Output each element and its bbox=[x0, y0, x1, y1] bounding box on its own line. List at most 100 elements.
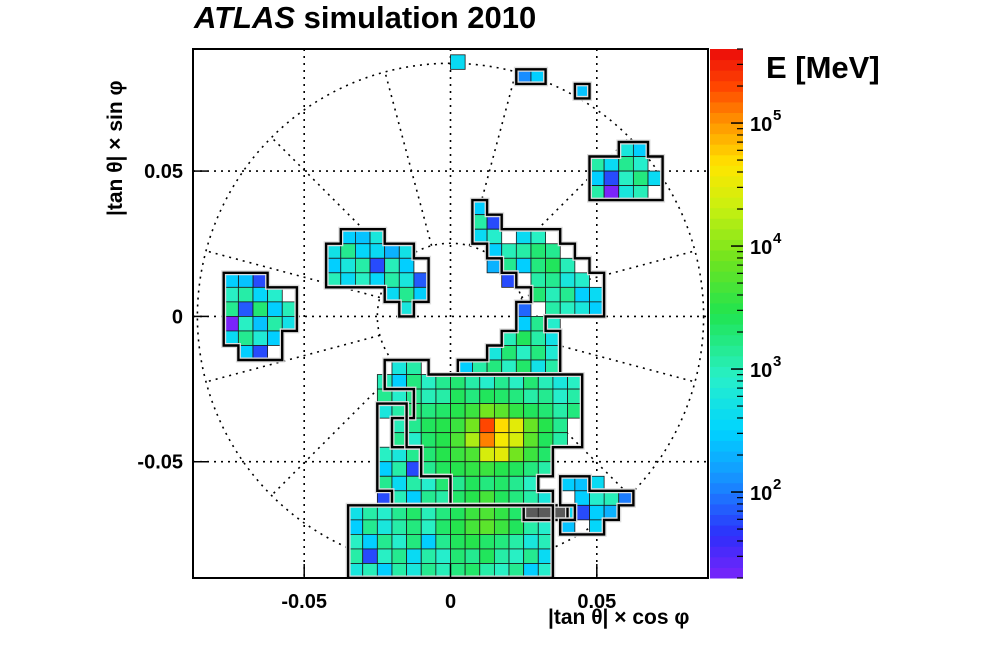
guide-spoke bbox=[384, 71, 433, 246]
color-scale-segment bbox=[710, 144, 743, 156]
color-scale-segment bbox=[710, 250, 743, 262]
x-axis-label: |tan θ| × cos φ bbox=[548, 606, 690, 629]
color-scale-segment bbox=[710, 525, 743, 537]
energy-cell bbox=[252, 330, 269, 346]
cluster-outline bbox=[376, 402, 452, 507]
energy-cell bbox=[537, 403, 554, 419]
energy-cell bbox=[479, 388, 495, 405]
color-scale-segment bbox=[710, 535, 743, 547]
energy-cell bbox=[391, 548, 408, 564]
energy-cell bbox=[435, 417, 451, 434]
energy-cell bbox=[237, 316, 254, 332]
color-scale-segment bbox=[710, 546, 743, 558]
y-tick-label: 0.05 bbox=[144, 161, 183, 183]
energy-cell bbox=[479, 461, 495, 477]
z-tick-label: 10 bbox=[750, 237, 772, 259]
energy-cell bbox=[376, 519, 393, 535]
z-tick-label: 10 bbox=[750, 360, 772, 382]
energy-cell bbox=[493, 461, 510, 477]
energy-cell bbox=[384, 257, 400, 274]
energy-cell bbox=[450, 548, 466, 564]
energy-cell bbox=[398, 272, 415, 288]
energy-cell bbox=[435, 403, 451, 419]
energy-cell bbox=[267, 301, 283, 317]
energy-cell bbox=[464, 519, 481, 535]
z-tick-exponent: 4 bbox=[773, 230, 782, 247]
color-scale-segment bbox=[710, 493, 743, 505]
energy-cell bbox=[362, 519, 378, 535]
color-scale-segment bbox=[710, 123, 743, 135]
color-scale-segment bbox=[710, 91, 743, 103]
energy-cell bbox=[420, 534, 437, 550]
energy-cell bbox=[369, 257, 386, 274]
color-scale-segment bbox=[710, 154, 743, 166]
energy-cell bbox=[391, 534, 408, 550]
energy-cell bbox=[420, 403, 437, 419]
cluster-outline bbox=[222, 271, 299, 362]
energy-cell bbox=[523, 403, 539, 419]
energy-cell bbox=[464, 461, 481, 477]
z-tick-label: 10 bbox=[750, 114, 772, 136]
energy-cell bbox=[479, 475, 495, 492]
energy-cell bbox=[508, 461, 525, 477]
color-scale-segment bbox=[710, 218, 743, 230]
energy-cell bbox=[450, 388, 466, 405]
color-scale-segment bbox=[710, 313, 743, 325]
color-scale-segment bbox=[710, 429, 743, 441]
guide-ring bbox=[196, 62, 705, 571]
z-tick-exponent: 3 bbox=[773, 353, 781, 370]
energy-cell bbox=[450, 446, 466, 463]
color-scale-segment bbox=[710, 334, 743, 346]
energy-cell bbox=[515, 345, 532, 361]
energy-cell bbox=[559, 286, 576, 303]
color-scale-segment bbox=[710, 387, 743, 399]
energy-cell bbox=[420, 388, 437, 405]
energy-cell bbox=[435, 519, 451, 535]
x-axis-ticks: -0.05 0 0.05 bbox=[281, 564, 616, 613]
energy-cell bbox=[508, 432, 525, 448]
color-scale-segment bbox=[710, 472, 743, 484]
energy-cell bbox=[530, 257, 546, 274]
energy-cell bbox=[523, 417, 539, 434]
y-axis-ticks: 0.05 0 -0.05 bbox=[137, 161, 207, 474]
energy-cell bbox=[523, 534, 539, 550]
color-scale-segment bbox=[710, 440, 743, 452]
z-tick-exponent: 2 bbox=[773, 476, 781, 493]
color-scale-segment bbox=[710, 345, 743, 357]
energy-cell bbox=[515, 243, 532, 259]
energy-cell bbox=[362, 548, 378, 564]
color-scale-segment bbox=[710, 567, 743, 579]
color-scale-segment bbox=[710, 451, 743, 463]
energy-cell bbox=[508, 403, 525, 419]
energy-cell bbox=[450, 534, 466, 550]
color-scale-segment bbox=[710, 514, 743, 526]
energy-cell bbox=[355, 257, 371, 274]
color-scale-segment bbox=[710, 175, 743, 188]
energy-cell bbox=[376, 534, 393, 550]
cluster-outline bbox=[324, 227, 430, 318]
energy-cell bbox=[508, 548, 525, 564]
color-scale-segment bbox=[710, 101, 743, 113]
color-scale-segment bbox=[710, 482, 743, 494]
chart-title-experiment: ATLAS bbox=[194, 0, 296, 35]
color-scale-segment bbox=[710, 376, 743, 389]
energy-cells bbox=[223, 54, 664, 578]
cluster-outline bbox=[559, 475, 635, 536]
guide-spoke bbox=[205, 334, 381, 383]
energy-cell bbox=[406, 548, 422, 564]
energy-cell bbox=[435, 388, 451, 405]
energy-cell bbox=[464, 534, 481, 550]
energy-cell bbox=[464, 432, 481, 448]
energy-cell bbox=[632, 170, 649, 187]
color-scale-title: E [MeV] bbox=[766, 50, 880, 85]
cluster-outline bbox=[346, 504, 555, 578]
energy-cell bbox=[552, 417, 568, 434]
energy-cell bbox=[603, 170, 620, 187]
energy-cell bbox=[493, 432, 510, 448]
color-scale-segment bbox=[710, 228, 743, 240]
energy-cell bbox=[493, 417, 510, 434]
energy-cell bbox=[464, 388, 481, 405]
color-scale-segment bbox=[710, 556, 743, 568]
color-scale-segment bbox=[710, 165, 743, 177]
